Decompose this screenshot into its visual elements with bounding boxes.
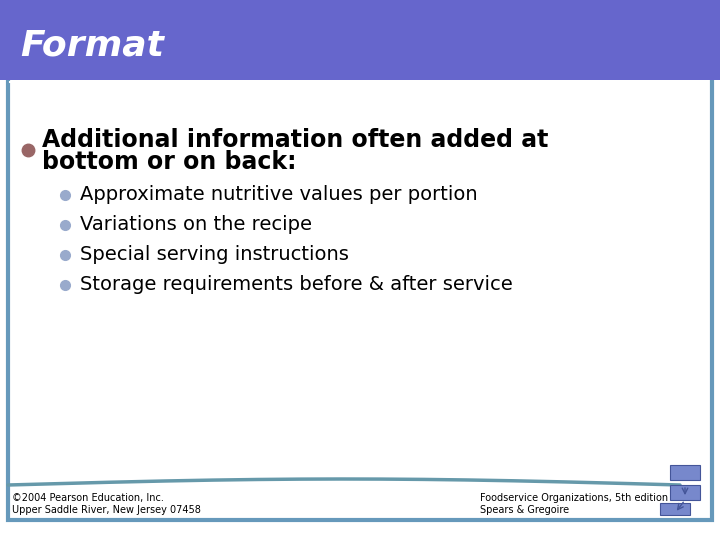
Text: Special serving instructions: Special serving instructions (80, 246, 349, 265)
Text: Storage requirements before & after service: Storage requirements before & after serv… (80, 275, 513, 294)
FancyBboxPatch shape (660, 503, 690, 515)
Text: Upper Saddle River, New Jersey 07458: Upper Saddle River, New Jersey 07458 (12, 505, 201, 515)
Text: bottom or on back:: bottom or on back: (42, 150, 297, 174)
FancyBboxPatch shape (8, 65, 712, 520)
Text: Variations on the recipe: Variations on the recipe (80, 215, 312, 234)
Text: Additional information often added at: Additional information often added at (42, 128, 549, 152)
FancyBboxPatch shape (0, 0, 720, 80)
Text: Format: Format (20, 28, 164, 62)
Text: Foodservice Organizations, 5th edition: Foodservice Organizations, 5th edition (480, 493, 668, 503)
FancyBboxPatch shape (670, 465, 700, 480)
Text: Approximate nutritive values per portion: Approximate nutritive values per portion (80, 186, 477, 205)
Text: Spears & Gregoire: Spears & Gregoire (480, 505, 569, 515)
Text: ©2004 Pearson Education, Inc.: ©2004 Pearson Education, Inc. (12, 493, 164, 503)
FancyBboxPatch shape (670, 485, 700, 500)
